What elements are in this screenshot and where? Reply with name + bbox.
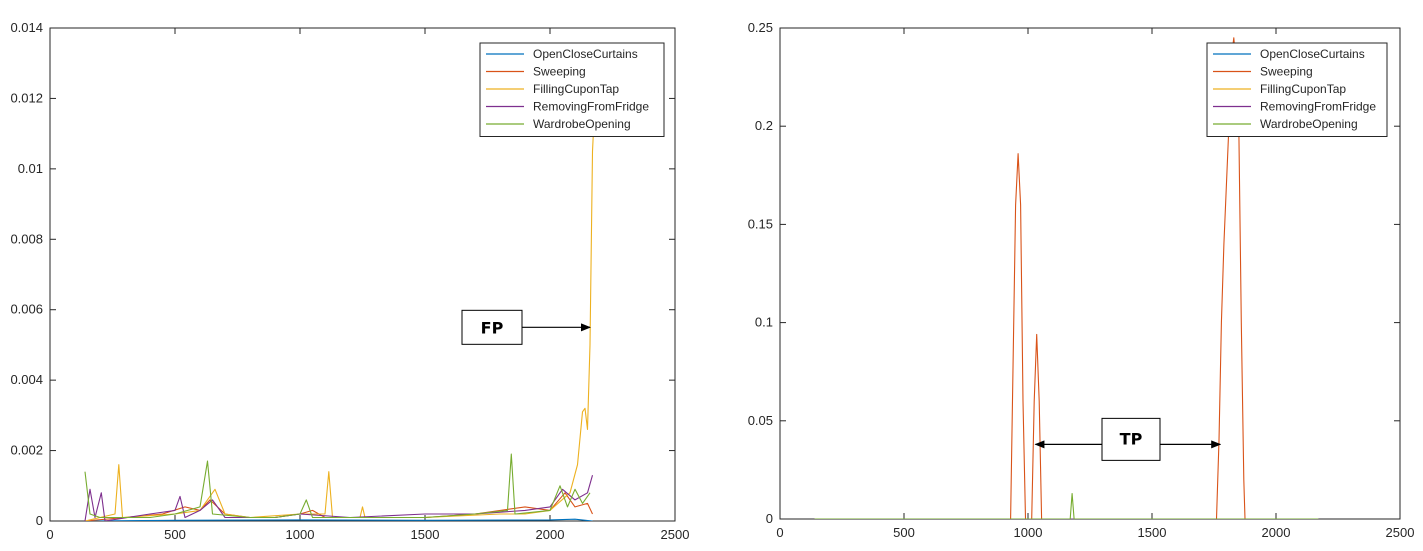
series-line-WardrobeOpening [814,492,1319,519]
x-tick-label: 2500 [1386,525,1415,540]
y-tick-label: 0.1 [755,315,773,330]
x-tick-label: 0 [776,525,783,540]
annotation-box [1101,417,1161,461]
y-tick-label: 0.01 [18,161,43,176]
chart-1: 0 500 1000 1500 2000 2500 0 0.002 0.004 0.006 0.00… [10,20,689,542]
chart-2: 0 500 1000 1500 2000 2500 0 0.05 0.1 0.15 0.2 0.25 O… [748,20,1415,540]
legend-entry: RemovingFromFridge [533,100,649,114]
legend-entry: Sweeping [1260,65,1313,79]
legend-entry: FillingCuponTap [1260,82,1346,96]
y-tick-label: 0.012 [10,90,43,105]
y-tick-label: 0.15 [748,216,773,231]
x-tick-label: 1500 [1138,525,1167,540]
legend-entry: WardrobeOpening [533,117,631,131]
legend-entry: FillingCuponTap [533,82,619,96]
annotation-fp: FP [461,309,591,345]
legend-entry: OpenCloseCurtains [1260,47,1365,61]
x-tick-label: 500 [893,525,915,540]
series-line-FillingCuponTap [84,98,596,521]
x-tick-label: 500 [164,527,186,542]
y-tick-label: 0.006 [10,302,43,317]
legend: OpenCloseCurtains Sweeping FillingCuponTap… [479,42,665,137]
y-tick-label: 0.25 [748,20,773,35]
x-tick-label: 2000 [1262,525,1291,540]
annotation-label: FP [481,318,504,337]
x-tick-label: 0 [46,527,53,542]
legend-entry: WardrobeOpening [1260,117,1358,131]
y-tick-label: 0 [36,513,43,528]
legend-entry: RemovingFromFridge [1260,100,1376,114]
x-tick-label: 2000 [536,527,565,542]
legend-entry: OpenCloseCurtains [533,47,638,61]
y-tick-label: 0.2 [755,118,773,133]
legend-entry: Sweeping [533,65,586,79]
annotation-label: TP [1120,429,1143,448]
y-tick-label: 0.008 [10,231,43,246]
y-tick-label: 0.014 [10,20,43,35]
y-tick-label: 0.002 [10,443,43,458]
legend: OpenCloseCurtains Sweeping FillingCuponTap… [1206,42,1388,137]
y-tick-label: 0.05 [748,413,773,428]
series-line-WardrobeOpening [84,453,591,519]
annotation-tp: TP [1034,417,1222,461]
x-tick-label: 1500 [411,527,440,542]
y-tick-label: 0.004 [10,372,43,387]
legend-box [479,42,665,137]
series-line-Sweeping [84,492,593,521]
x-tick-label: 1000 [286,527,315,542]
x-tick-label: 2500 [661,527,690,542]
legend-box [1206,42,1388,137]
x-tick-label: 1000 [1014,525,1043,540]
series-line-OpenCloseCurtains [84,518,593,521]
y-tick-label: 0 [766,511,773,526]
series-group [84,98,596,521]
